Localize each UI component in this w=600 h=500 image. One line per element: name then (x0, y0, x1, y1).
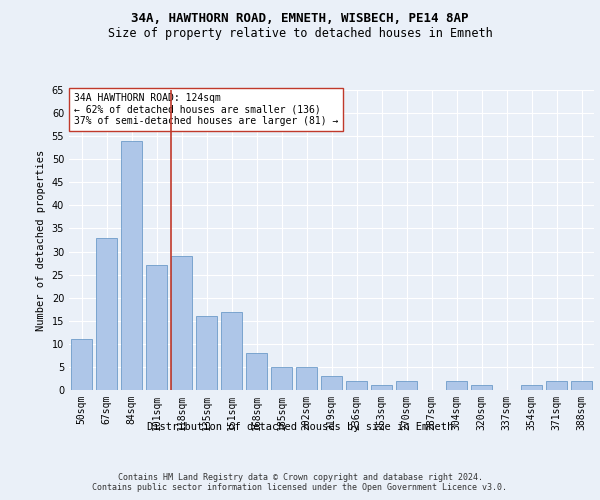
Bar (71, 339, 92, 390)
Text: 34A HAWTHORN ROAD: 124sqm
← 62% of detached houses are smaller (136)
37% of semi: 34A HAWTHORN ROAD: 124sqm ← 62% of detac… (74, 93, 338, 126)
Bar (146, 266, 167, 390)
Bar (171, 256, 192, 390)
Bar (296, 367, 317, 390)
Text: Contains HM Land Registry data © Crown copyright and database right 2024.
Contai: Contains HM Land Registry data © Crown c… (92, 472, 508, 492)
Bar (196, 316, 217, 390)
Text: Distribution of detached houses by size in Emneth: Distribution of detached houses by size … (147, 422, 453, 432)
Bar (396, 381, 417, 390)
Bar (121, 141, 142, 390)
Bar (221, 312, 242, 390)
Text: Size of property relative to detached houses in Emneth: Size of property relative to detached ho… (107, 28, 493, 40)
Bar (321, 376, 342, 390)
Bar (571, 381, 592, 390)
Bar (446, 381, 467, 390)
Bar (471, 386, 492, 390)
Bar (96, 238, 117, 390)
Y-axis label: Number of detached properties: Number of detached properties (36, 150, 46, 330)
Text: 34A, HAWTHORN ROAD, EMNETH, WISBECH, PE14 8AP: 34A, HAWTHORN ROAD, EMNETH, WISBECH, PE1… (131, 12, 469, 26)
Bar (346, 381, 367, 390)
Bar (546, 381, 567, 390)
Bar (371, 386, 392, 390)
Bar (246, 353, 267, 390)
Bar (521, 386, 542, 390)
Bar (271, 367, 292, 390)
